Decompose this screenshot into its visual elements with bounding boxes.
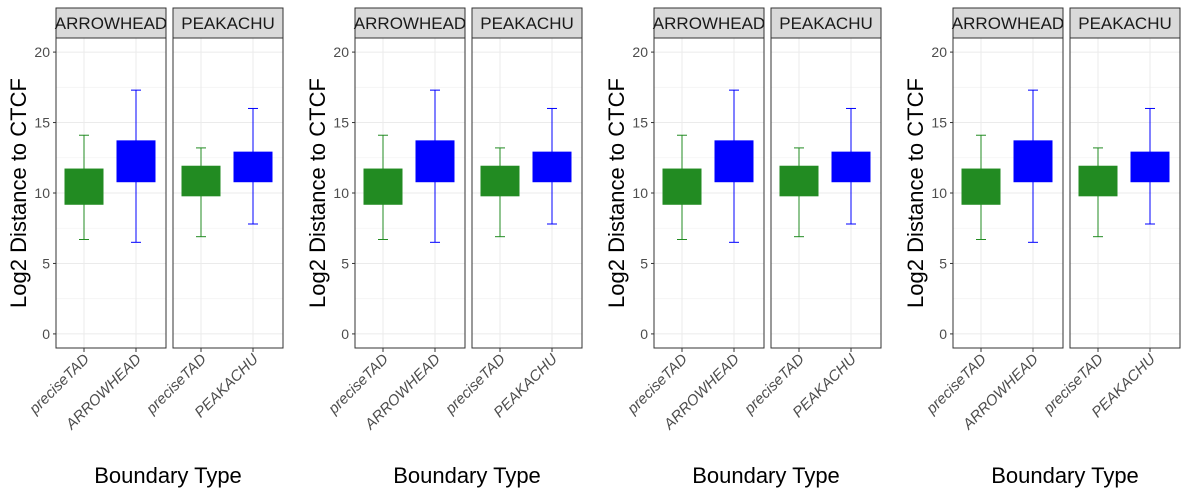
panel-border [55, 37, 167, 349]
y-tick-label: 20 [931, 44, 947, 60]
facet-strip-label: ARROWHEAD [354, 14, 466, 33]
y-tick-label: 0 [42, 326, 50, 342]
facet-strip-label: PEAKACHU [779, 14, 873, 33]
box-preciseTAD [480, 147, 520, 238]
facet-strip-label: ARROWHEAD [952, 14, 1064, 33]
box-PEAKACHU [831, 107, 871, 225]
y-tick-label: 10 [632, 185, 648, 201]
box-rect [532, 151, 572, 183]
y-axis-title: Log2 Distance to CTCF [903, 78, 928, 308]
x-axis-title: Boundary Type [94, 463, 242, 488]
box-preciseTAD [779, 147, 819, 238]
box-ARROWHEAD [116, 89, 156, 243]
box-rect [1078, 165, 1118, 197]
box-rect [1130, 151, 1170, 183]
box-ARROWHEAD [714, 89, 754, 243]
y-tick-label: 10 [931, 185, 947, 201]
facet-strip [653, 7, 765, 39]
y-tick-label: 15 [931, 115, 947, 131]
facet-strip-label: PEAKACHU [1078, 14, 1172, 33]
facet-strip-label: ARROWHEAD [653, 14, 765, 33]
box-preciseTAD [64, 134, 104, 240]
panel-border [354, 37, 466, 349]
box-preciseTAD [181, 147, 221, 238]
y-tick-label: 15 [333, 115, 349, 131]
y-tick-label: 5 [640, 255, 648, 271]
box-rect [480, 165, 520, 197]
panel-border [172, 37, 284, 349]
box-rect [1013, 140, 1053, 183]
box-rect [116, 140, 156, 183]
y-axis-title: Log2 Distance to CTCF [6, 78, 31, 308]
box-preciseTAD [662, 134, 702, 240]
y-tick-label: 20 [632, 44, 648, 60]
box-rect [415, 140, 455, 183]
y-tick-label: 0 [640, 326, 648, 342]
panel-border [471, 37, 583, 349]
panel-border [653, 37, 765, 349]
y-axis-title: Log2 Distance to CTCF [604, 78, 629, 308]
y-tick-label: 15 [632, 115, 648, 131]
facet-strip [172, 7, 284, 39]
facet-strip-label: PEAKACHU [181, 14, 275, 33]
box-preciseTAD [961, 134, 1001, 240]
chart-4: Log2 Distance to CTCF 0 5 10 15 20ARROWHEADpr… [903, 7, 1181, 488]
panel-border [1069, 37, 1181, 349]
x-axis-title: Boundary Type [393, 463, 541, 488]
y-tick-label: 5 [939, 255, 947, 271]
facet-strip-label: PEAKACHU [480, 14, 574, 33]
box-preciseTAD [1078, 147, 1118, 238]
box-rect [233, 151, 273, 183]
facet-strip-label: ARROWHEAD [55, 14, 167, 33]
box-preciseTAD [363, 134, 403, 240]
y-tick-label: 20 [333, 44, 349, 60]
y-tick-label: 0 [939, 326, 947, 342]
box-ARROWHEAD [415, 89, 455, 243]
y-tick-label: 10 [34, 185, 50, 201]
facet-strip [952, 7, 1064, 39]
box-PEAKACHU [1130, 107, 1170, 225]
y-tick-label: 0 [341, 326, 349, 342]
box-rect [714, 140, 754, 183]
facet-strip [55, 7, 167, 39]
box-rect [181, 165, 221, 197]
y-axis-title: Log2 Distance to CTCF [305, 78, 330, 308]
y-tick-label: 5 [42, 255, 50, 271]
x-axis-title: Boundary Type [692, 463, 840, 488]
y-tick-label: 5 [341, 255, 349, 271]
y-tick-label: 20 [34, 44, 50, 60]
panel-border [952, 37, 1064, 349]
chart-1: Log2 Distance to CTCF 0 5 10 15 20ARROWHEADpr… [6, 7, 284, 488]
box-rect [64, 168, 104, 205]
box-PEAKACHU [233, 107, 273, 225]
box-rect [831, 151, 871, 183]
panel-border [770, 37, 882, 349]
chart-2: Log2 Distance to CTCF 0 5 10 15 20ARROWHEADpr… [305, 7, 583, 488]
box-ARROWHEAD [1013, 89, 1053, 243]
box-rect [363, 168, 403, 205]
box-rect [662, 168, 702, 205]
chart-3: Log2 Distance to CTCF 0 5 10 15 20ARROWHEADpr… [604, 7, 882, 488]
box-rect [961, 168, 1001, 205]
facet-strip [471, 7, 583, 39]
box-PEAKACHU [532, 107, 572, 225]
y-tick-label: 10 [333, 185, 349, 201]
y-tick-label: 15 [34, 115, 50, 131]
x-axis-title: Boundary Type [991, 463, 1139, 488]
box-rect [779, 165, 819, 197]
